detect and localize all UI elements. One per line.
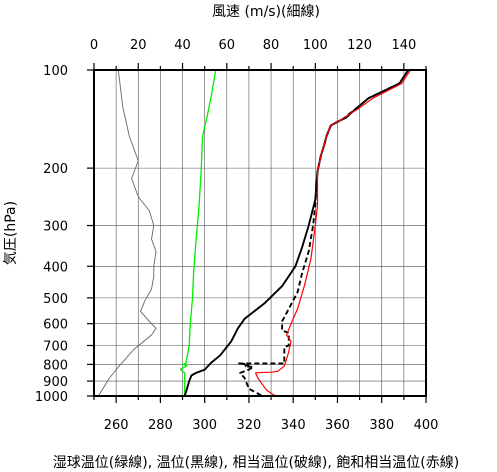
top-axis-title: 風速 (m/s)(細線) <box>212 4 320 20</box>
axis-ticks: 260 280 300 320 340 360 380 400 0 20 40 60 80 100 120 1… <box>35 38 439 433</box>
x-top-tick-label: 20 <box>130 38 147 53</box>
x-top-tick-label: 140 <box>391 38 416 53</box>
x-bottom-tick-label: 380 <box>369 418 394 433</box>
x-bottom-tick-label: 340 <box>281 418 306 433</box>
y-tick-label: 800 <box>43 358 68 373</box>
y-tick-label: 300 <box>43 220 68 235</box>
series-line-wind <box>98 69 157 397</box>
y-tick-label: 200 <box>43 162 68 177</box>
y-tick-label: 700 <box>43 340 68 355</box>
y-tick-label: 500 <box>43 292 68 307</box>
y-tick-label: 100 <box>43 64 68 79</box>
x-bottom-tick-label: 300 <box>192 418 217 433</box>
series-line-theta <box>183 69 410 397</box>
x-bottom-tick-label: 360 <box>325 418 350 433</box>
x-top-tick-label: 100 <box>303 38 328 53</box>
data-series <box>98 69 412 397</box>
series-line-theta_e <box>236 69 410 397</box>
grid-lines <box>93 69 427 397</box>
x-bottom-tick-label: 260 <box>104 418 129 433</box>
x-bottom-tick-label: 400 <box>414 418 439 433</box>
y-axis-title: 気圧(hPa) <box>3 201 19 265</box>
series-line-theta_w <box>179 69 217 396</box>
y-tick-label: 1000 <box>35 390 68 405</box>
y-tick-label: 900 <box>43 375 68 390</box>
series-line-theta_es <box>255 69 412 397</box>
plot-frame <box>93 69 427 397</box>
x-top-tick-label: 120 <box>347 38 372 53</box>
x-bottom-tick-label: 280 <box>148 418 173 433</box>
y-tick-label: 400 <box>43 260 68 275</box>
x-bottom-tick-label: 320 <box>237 418 262 433</box>
x-top-tick-label: 60 <box>219 38 236 53</box>
x-axis-title: 湿球温位(緑線), 温位(黒線), 相当温位(破線), 飽和相当温位(赤線) <box>53 454 459 471</box>
y-tick-label: 600 <box>43 318 68 333</box>
x-top-tick-label: 0 <box>90 38 98 53</box>
x-top-tick-label: 80 <box>263 38 280 53</box>
x-top-tick-label: 40 <box>174 38 191 53</box>
